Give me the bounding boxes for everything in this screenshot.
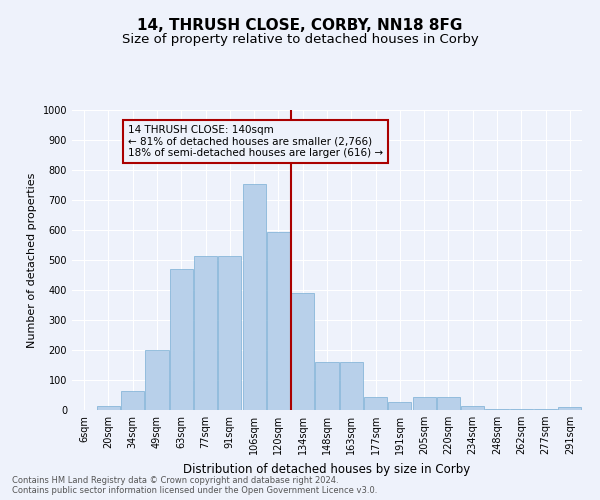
Bar bbox=[145, 350, 169, 410]
Bar bbox=[170, 269, 193, 410]
Bar bbox=[291, 293, 314, 410]
Bar bbox=[559, 407, 581, 410]
Bar bbox=[461, 406, 484, 410]
Text: Size of property relative to detached houses in Corby: Size of property relative to detached ho… bbox=[122, 32, 478, 46]
Bar bbox=[485, 409, 509, 410]
Bar bbox=[97, 406, 120, 410]
Text: Contains HM Land Registry data © Crown copyright and database right 2024.
Contai: Contains HM Land Registry data © Crown c… bbox=[12, 476, 377, 495]
Bar bbox=[413, 396, 436, 410]
Bar bbox=[510, 409, 533, 410]
Bar bbox=[364, 398, 387, 410]
Bar bbox=[316, 362, 338, 410]
Text: 14 THRUSH CLOSE: 140sqm
← 81% of detached houses are smaller (2,766)
18% of semi: 14 THRUSH CLOSE: 140sqm ← 81% of detache… bbox=[128, 125, 383, 158]
Bar bbox=[437, 396, 460, 410]
Bar bbox=[340, 362, 363, 410]
Bar bbox=[534, 409, 557, 410]
X-axis label: Distribution of detached houses by size in Corby: Distribution of detached houses by size … bbox=[184, 462, 470, 475]
Text: 14, THRUSH CLOSE, CORBY, NN18 8FG: 14, THRUSH CLOSE, CORBY, NN18 8FG bbox=[137, 18, 463, 32]
Bar bbox=[267, 232, 290, 410]
Bar bbox=[218, 256, 241, 410]
Bar bbox=[388, 402, 412, 410]
Y-axis label: Number of detached properties: Number of detached properties bbox=[27, 172, 37, 348]
Bar bbox=[121, 390, 144, 410]
Bar bbox=[242, 184, 266, 410]
Bar bbox=[194, 256, 217, 410]
